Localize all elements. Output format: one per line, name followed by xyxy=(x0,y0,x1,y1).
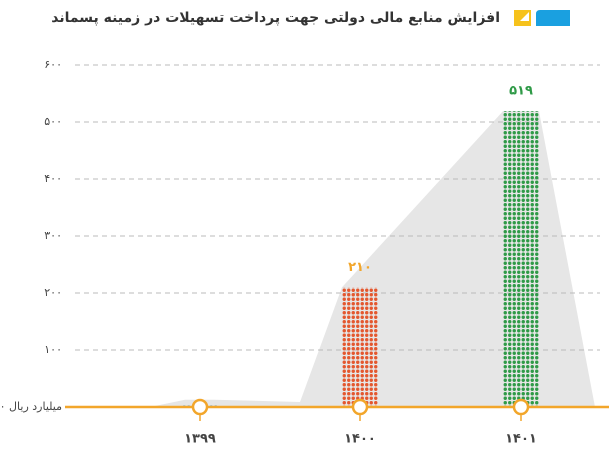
title-icon xyxy=(536,10,570,26)
bar xyxy=(503,111,539,408)
chart-title: افزایش منابع مالی دولتی جهت پرداخت تسهیل… xyxy=(51,10,500,26)
title-icon xyxy=(520,12,529,21)
x-tick-label: ۱۴۰۰ xyxy=(344,432,376,447)
y-tick-label: ۵۰۰ xyxy=(44,115,62,128)
y-tick-label: ۰ میلیارد ریال xyxy=(0,400,62,413)
y-tick-label: ۲۰۰ xyxy=(44,286,62,299)
y-tick-label: ۴۰۰ xyxy=(44,172,62,185)
x-tick-label: ۱۴۰۱ xyxy=(505,432,537,447)
category-marker xyxy=(191,398,209,416)
x-tick-label: ۱۳۹۹ xyxy=(184,432,216,447)
bar xyxy=(342,287,378,407)
background-shape xyxy=(150,111,595,408)
y-tick-label: ۶۰۰ xyxy=(44,58,62,71)
category-marker xyxy=(512,398,530,416)
category-marker xyxy=(351,398,369,416)
y-tick-label: ۱۰۰ xyxy=(44,343,62,356)
value-label: ۵۱۹ xyxy=(509,84,533,99)
value-label: ۲۱۰ xyxy=(348,260,372,275)
y-tick-label: ۳۰۰ xyxy=(44,229,62,242)
title-icon xyxy=(514,10,531,26)
